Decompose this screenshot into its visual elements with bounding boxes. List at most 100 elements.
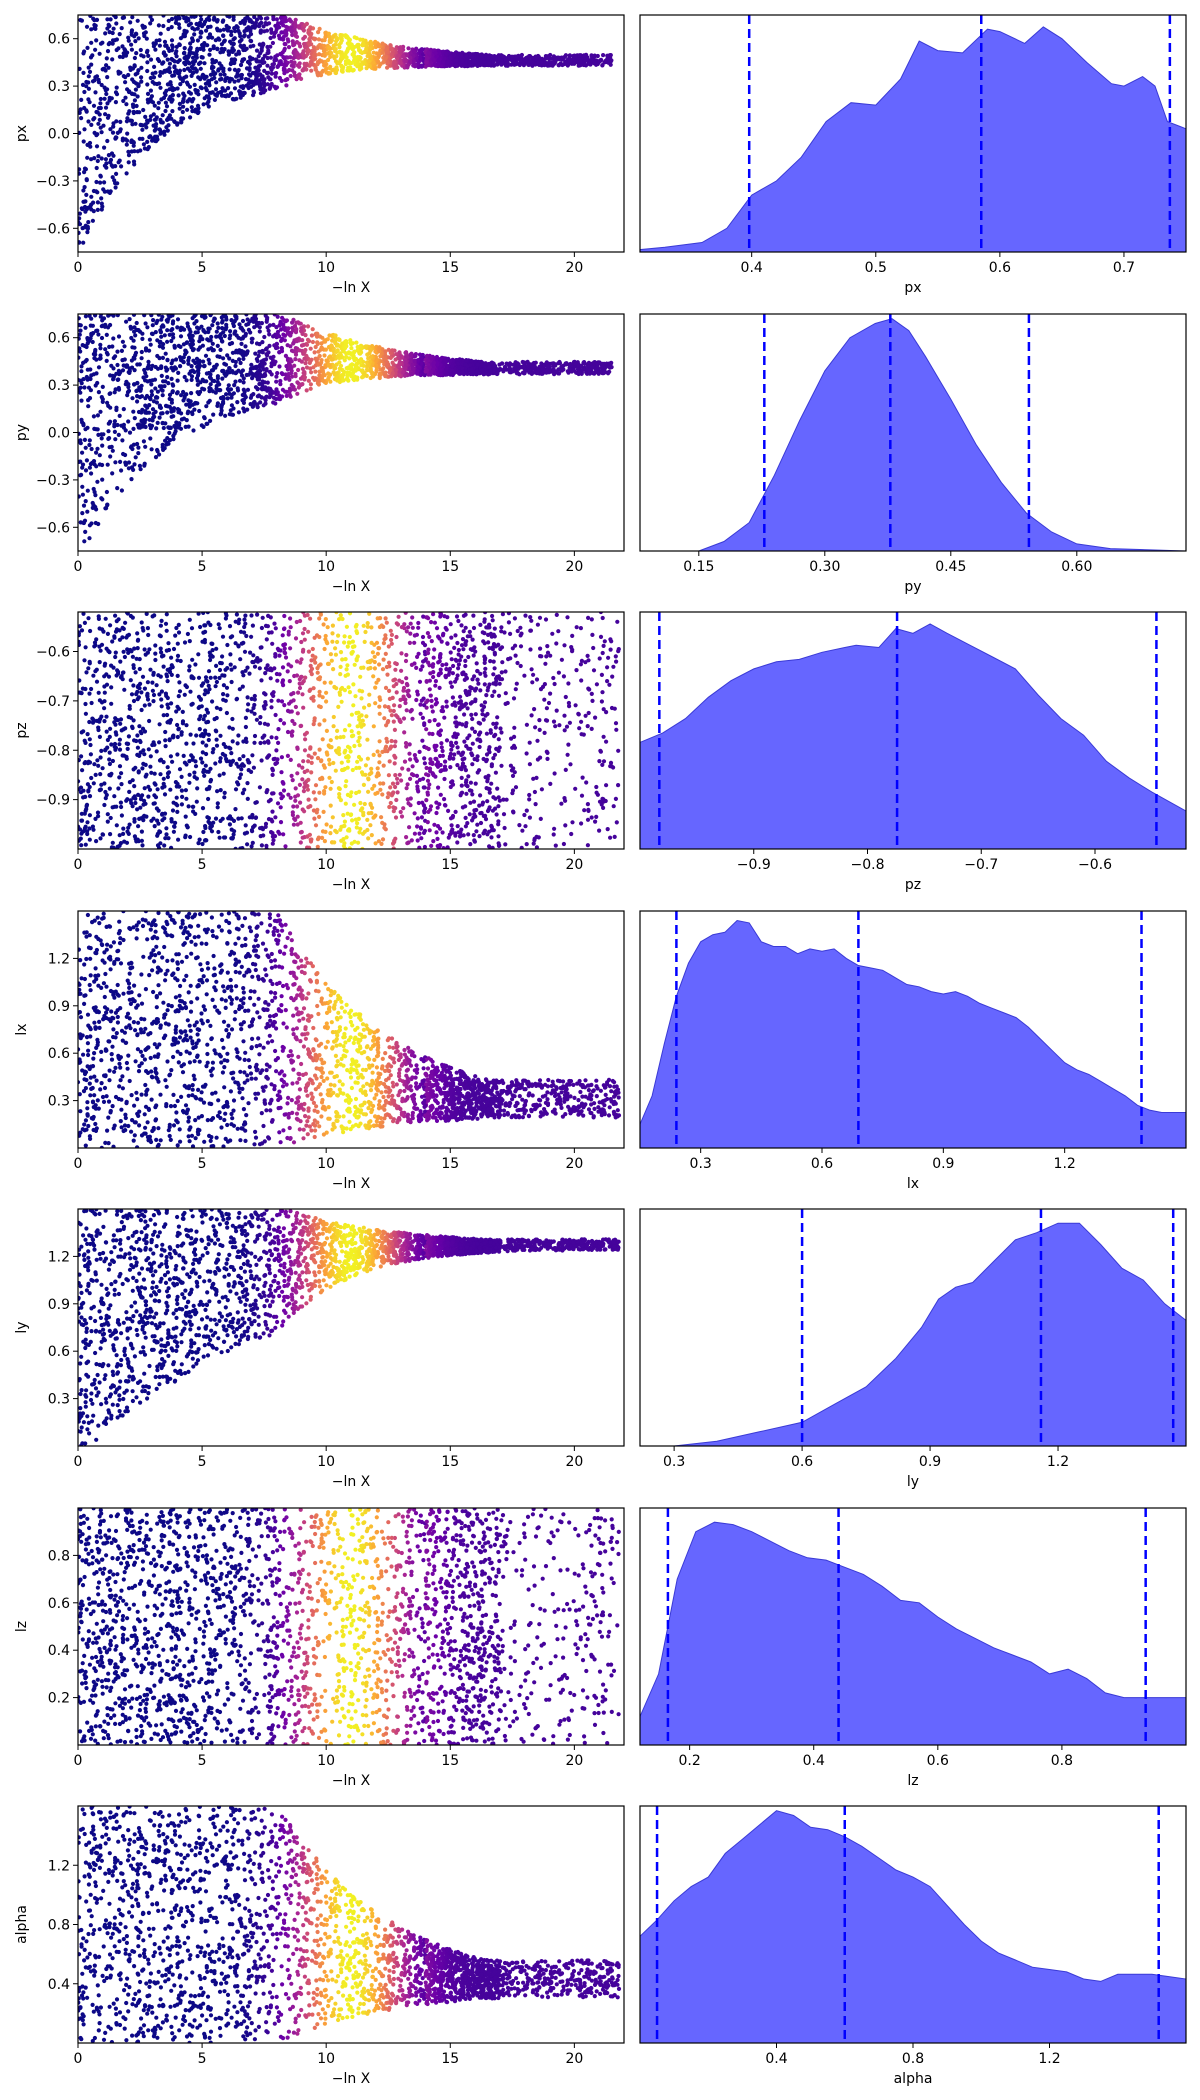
- scatter-point: [89, 194, 94, 199]
- scatter-point: [398, 48, 403, 53]
- scatter-point: [148, 57, 154, 62]
- scatter-point: [94, 450, 99, 455]
- scatter-point: [534, 55, 539, 60]
- scatter-point: [179, 393, 184, 398]
- scatter-point: [507, 361, 513, 366]
- scatter-point: [358, 48, 363, 53]
- scatter-point: [107, 95, 112, 100]
- scatter-point: [174, 44, 179, 50]
- scatter-point: [344, 340, 349, 345]
- scatter-point: [336, 61, 341, 66]
- scatter-point: [105, 49, 111, 54]
- scatter-point: [135, 362, 140, 367]
- scatter-point: [218, 72, 223, 77]
- scatter-point: [529, 371, 535, 376]
- scatter-point: [547, 59, 552, 65]
- scatter-point: [402, 373, 407, 378]
- scatter-point: [222, 314, 228, 318]
- scatter-point: [159, 387, 164, 392]
- scatter-point: [244, 314, 249, 317]
- scatter-point: [79, 364, 84, 369]
- scatter-point: [575, 367, 581, 372]
- scatter-point: [99, 156, 104, 161]
- scatter-point: [126, 111, 131, 116]
- scatter-point: [280, 336, 285, 341]
- scatter-point: [122, 357, 127, 362]
- scatter-point: [167, 430, 172, 435]
- scatter-point: [258, 29, 263, 34]
- scatter-point: [151, 75, 157, 80]
- scatter-point: [250, 336, 255, 341]
- scatter-point: [268, 44, 273, 49]
- scatter-point: [169, 376, 174, 381]
- scatter-point: [350, 52, 355, 57]
- scatter-point: [182, 67, 187, 73]
- scatter-point: [148, 426, 153, 431]
- scatter-point: [190, 333, 195, 338]
- scatter-point: [178, 76, 183, 81]
- scatter-point: [282, 62, 287, 67]
- scatter-point: [528, 59, 533, 64]
- scatter-point: [317, 334, 323, 339]
- scatter-point: [81, 139, 86, 144]
- scatter-point: [194, 90, 199, 95]
- scatter-point: [78, 431, 81, 436]
- scatter-point: [88, 204, 93, 209]
- scatter-point: [149, 389, 154, 394]
- scatter-point: [158, 85, 163, 90]
- scatter-point: [169, 99, 174, 104]
- scatter-point: [161, 342, 166, 347]
- scatter-point: [153, 134, 158, 139]
- scatter-point: [241, 43, 246, 49]
- scatter-point: [144, 36, 149, 41]
- scatter-point: [193, 107, 198, 112]
- scatter-point: [105, 87, 110, 92]
- scatter-point: [132, 63, 137, 68]
- scatter-point: [99, 130, 104, 135]
- scatter-point: [121, 425, 126, 430]
- scatter-point: [589, 365, 595, 370]
- scatter-point: [182, 34, 187, 39]
- scatter-point: [566, 57, 571, 62]
- scatter-point: [269, 67, 274, 72]
- scatter-point: [221, 33, 226, 39]
- scatter-point: [240, 318, 246, 324]
- scatter-point: [79, 116, 84, 121]
- scatter-point: [161, 425, 166, 431]
- scatter-point: [112, 429, 117, 434]
- scatter-point: [160, 355, 165, 360]
- scatter-point: [145, 379, 150, 384]
- scatter-point: [215, 321, 220, 326]
- scatter-point: [80, 206, 85, 212]
- x-tick-label: 0.6: [989, 260, 1011, 276]
- scatter-point: [444, 372, 449, 377]
- scatter-point: [185, 411, 190, 416]
- scatter-point: [176, 343, 181, 348]
- scatter-point: [239, 341, 244, 346]
- scatter-point: [238, 360, 243, 366]
- scatter-point: [175, 378, 180, 383]
- scatter-point: [109, 151, 115, 156]
- scatter-point: [110, 130, 116, 135]
- scatter-point: [84, 79, 89, 85]
- scatter-point: [145, 147, 150, 152]
- scatter-point: [160, 61, 165, 66]
- scatter-point: [284, 83, 289, 88]
- scatter-point: [201, 47, 206, 52]
- scatter-point: [98, 180, 103, 185]
- scatter-point: [279, 371, 284, 376]
- scatter-point: [105, 26, 110, 31]
- scatter-point: [306, 378, 311, 383]
- scatter-point: [222, 72, 227, 77]
- scatter-point: [148, 15, 153, 19]
- scatter-point: [564, 362, 569, 367]
- scatter-point: [208, 418, 213, 423]
- scatter-point: [238, 90, 244, 95]
- scatter-point: [177, 25, 182, 30]
- scatter-point: [337, 45, 342, 50]
- scatter-point: [184, 340, 189, 345]
- scatter-point: [132, 462, 137, 467]
- scatter-point: [186, 361, 191, 366]
- scatter-point: [90, 339, 95, 345]
- scatter-point: [277, 364, 282, 369]
